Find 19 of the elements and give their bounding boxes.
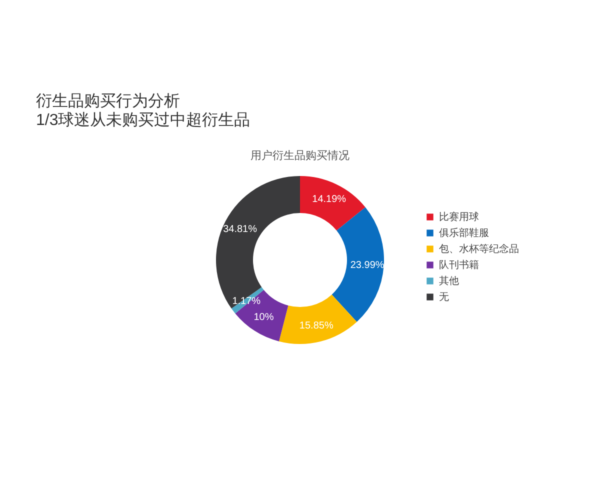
data-label: 10% [254, 312, 274, 323]
data-label: 14.19% [312, 194, 346, 206]
donut-slice [235, 290, 288, 342]
data-label: 15.85% [299, 320, 334, 332]
data-label: 34.81% [223, 224, 258, 235]
donut-slice [300, 176, 366, 230]
legend-label: 比赛用球 [439, 211, 479, 223]
donut-slice [278, 294, 357, 344]
legend-label: 无 [439, 292, 449, 303]
legend-label: 俱乐部鞋服 [439, 227, 489, 239]
donut-slice [332, 207, 384, 322]
legend-label: 其他 [439, 275, 459, 287]
chart-subtitle: 1/3球迷从未购买过中超衍生品 [36, 111, 250, 129]
legend-label: 包、水杯等纪念品 [439, 243, 519, 255]
chart-title: 衍生品购买行为分析 [36, 92, 180, 110]
donut-slice [216, 176, 300, 309]
data-label: 23.99% [350, 260, 384, 272]
text: 用户衍生品购买情况 [250, 149, 350, 162]
legend-label: 队刊书籍 [439, 259, 479, 271]
